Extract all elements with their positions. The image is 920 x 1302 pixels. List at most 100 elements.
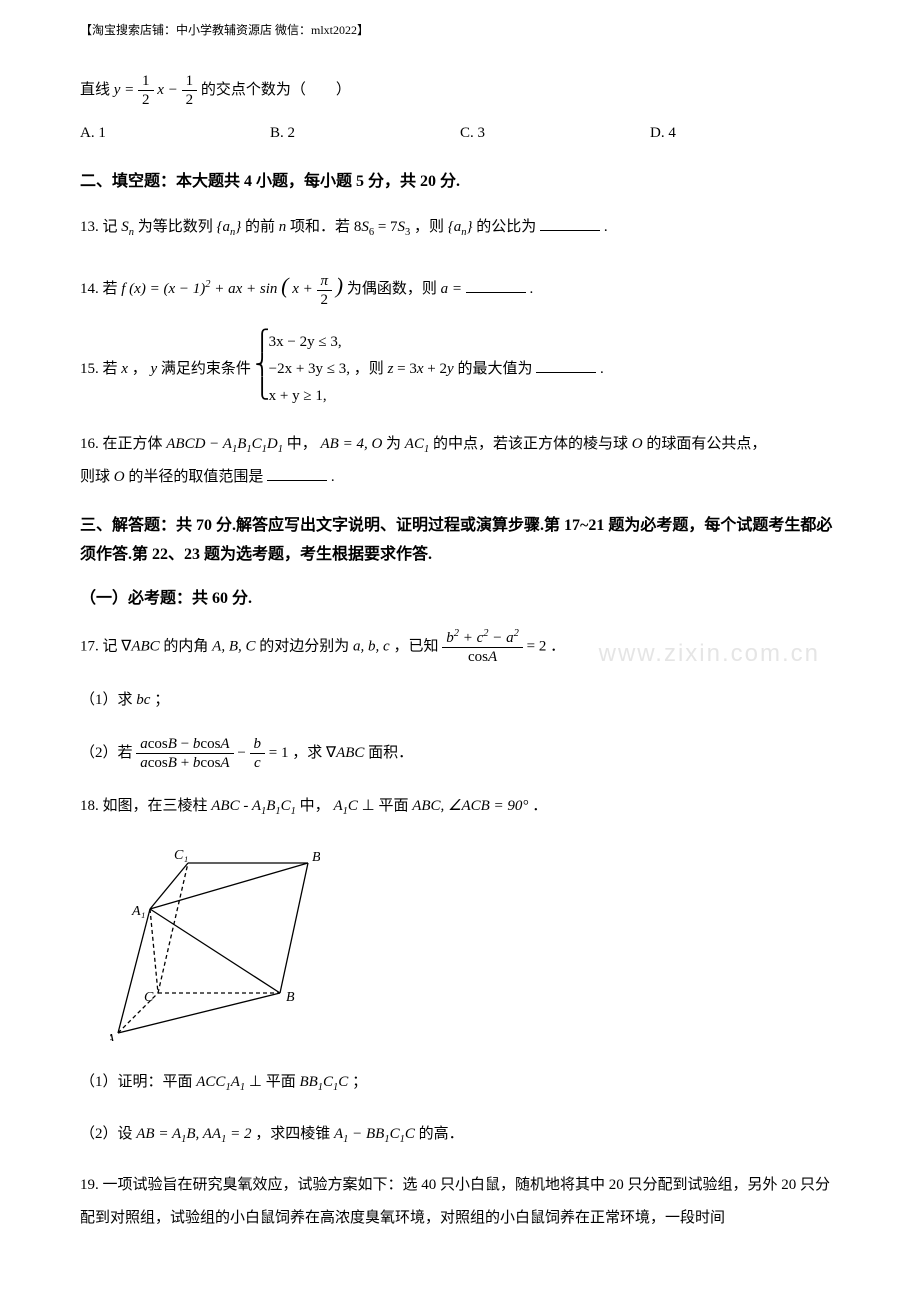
q13-n: n [279, 219, 287, 235]
q18-t3: ⊥ 平面 [362, 798, 413, 814]
q18-prism: ABC - A1B1C1 [211, 798, 296, 814]
q18-p1: （1）证明：平面 ACC1A1 ⊥ 平面 BB1C1C ； [80, 1066, 840, 1099]
q15-brace: 3x − 2y ≤ 3, −2x + 3y ≤ 3, x + y ≥ 1, [255, 329, 350, 410]
frac-num: b2 + c2 − a2 [442, 628, 523, 648]
q16-t1: 在正方体 [103, 436, 167, 452]
q16-ab4: AB = 4, O [321, 436, 383, 452]
q17-t4: ，已知 [393, 639, 438, 655]
q15-num: 15. [80, 361, 103, 377]
q17-p2l: （2）若 [80, 745, 136, 761]
q14-lparen: ( [281, 273, 288, 298]
svg-text:C₁: C₁ [174, 848, 188, 863]
svg-text:A₁: A₁ [131, 904, 145, 919]
q14-num: 14. [80, 281, 103, 297]
q17-p1: （1）求 bc ； [80, 684, 840, 717]
q18-a1c: A1C [333, 798, 357, 814]
q17-t5: ，求 [292, 745, 326, 761]
q17-tri: ∇ABC [121, 639, 159, 655]
q18-semi: ； [352, 1074, 367, 1090]
q13-t2: 为等比数列 [138, 219, 213, 235]
q13-t3: 的前 [245, 219, 279, 235]
q15-l2: −2x + 3y ≤ 3, [269, 356, 350, 383]
q17-tri2: ∇ABC [326, 745, 364, 761]
frac-den: cosA [442, 648, 523, 666]
q12-optC: C. 3 [460, 117, 650, 150]
q17-frac: b2 + c2 − a2 cosA [442, 628, 523, 666]
q13-sn: Sn [121, 219, 134, 235]
frac-den: c [250, 754, 266, 772]
q18-p: ． [532, 798, 547, 814]
q18-diagram: C₁B₁A₁CBA [110, 841, 840, 1051]
q18-p2e: 的高． [419, 1126, 464, 1142]
q15-x: x [121, 361, 128, 377]
section3-title: 三、解答题：共 70 分.解答应写出文字说明、证明过程或演算步骤.第 17~21… [80, 512, 840, 570]
q17-semi: ； [154, 692, 169, 708]
q14-a: a = [441, 281, 466, 297]
q13: 13. 记 Sn 为等比数列 {an} 的前 n 项和．若 8S6 = 7S3 … [80, 211, 840, 244]
q17-p1l: （1）求 [80, 692, 136, 708]
q17-num: 17. [80, 639, 103, 655]
q15: 15. 若 x ， y 满足约束条件 3x − 2y ≤ 3, −2x + 3y… [80, 329, 840, 410]
frac-den: 2 [317, 291, 333, 309]
q16-t2: 中， [287, 436, 317, 452]
svg-text:B₁: B₁ [312, 850, 320, 865]
frac-num: π [317, 272, 333, 291]
q14-xplus: x + [292, 281, 316, 297]
q18-p1l: （1）证明：平面 [80, 1074, 196, 1090]
q18-p2: （2）设 AB = A1B, AA1 = 2 ，求四棱锥 A1 − BB1C1C… [80, 1118, 840, 1151]
frac-num: 1 [182, 72, 198, 91]
q14-frac: π 2 [317, 272, 333, 309]
frac-num: b [250, 735, 266, 754]
q18-p1a: ACC1A1 [196, 1074, 245, 1090]
q16-t6: 则球 [80, 469, 114, 485]
q16-ac1: AC1 [405, 436, 429, 452]
q17-t6: 面积． [368, 745, 413, 761]
q17-t3: 的对边分别为 [259, 639, 353, 655]
frac-den: 2 [182, 91, 198, 109]
q15-blank [536, 358, 596, 373]
q14-rparen: ) [336, 273, 343, 298]
q14-t1: 若 [103, 281, 122, 297]
q12: 直线 y = 1 2 x − 1 2 的交点个数为（ ） A. 1 B. 2 C… [80, 72, 840, 150]
q16-p: . [331, 469, 335, 485]
frac-num: 1 [138, 72, 154, 91]
q13-t5: ，则 [414, 219, 444, 235]
q18-p2pyr: A1 − BB1C1C [334, 1126, 415, 1142]
q12-optA: A. 1 [80, 117, 270, 150]
q17-sides: a, b, c [353, 639, 390, 655]
q18-t1: 如图，在三棱柱 [103, 798, 212, 814]
q16-num: 16. [80, 436, 103, 452]
q12-eq: y = [114, 82, 138, 98]
q12-x: x − [157, 82, 181, 98]
q12-optD: D. 4 [650, 117, 840, 150]
q18-t2: 中， [300, 798, 330, 814]
q13-p: . [604, 219, 608, 235]
q15-t2: ， [132, 361, 147, 377]
q14-blank [466, 278, 526, 293]
header-note: 【淘宝搜索店铺：中小学教辅资源店 微信：mlxt2022】 [80, 20, 840, 42]
q17-t2: 的内角 [163, 639, 212, 655]
q12-stem-suf: 的交点个数为（ ） [201, 82, 351, 98]
q13-t4: 项和．若 [290, 219, 354, 235]
q17-bc: bc [136, 692, 150, 708]
q19-num: 19. [80, 1177, 103, 1193]
q17-frac2: acosB − bcosA acosB + bcosA [136, 735, 233, 772]
q14: 14. 若 f (x) = (x − 1)2 + ax + sin ( x + … [80, 262, 840, 310]
q14-t2: 为偶函数，则 [347, 281, 441, 297]
q14-fx: f (x) = (x − 1)2 + ax + sin [121, 281, 277, 297]
section3-subtitle: （一）必考题：共 60 分. [80, 585, 840, 614]
section2-title: 二、填空题：本大题共 4 小题，每小题 5 分，共 20 分. [80, 168, 840, 197]
q17-minus: − [237, 745, 249, 761]
frac-den: 2 [138, 91, 154, 109]
svg-text:B: B [286, 990, 295, 1005]
prism-svg: C₁B₁A₁CBA [110, 841, 320, 1041]
q12-options: A. 1 B. 2 C. 3 D. 4 [80, 117, 840, 150]
q13-an2: {an} [448, 219, 473, 235]
q13-num: 13. [80, 219, 103, 235]
q19: 19. 一项试验旨在研究臭氧效应，试验方案如下：选 40 只小白鼠，随机地将其中… [80, 1169, 840, 1235]
q16-blank [267, 466, 327, 481]
q13-t1: 记 [103, 219, 122, 235]
q18-p2l: （2）设 [80, 1126, 136, 1142]
q18-abc: ABC, ∠ACB = 90° [412, 798, 528, 814]
q15-z: z = 3x + 2y [388, 361, 454, 377]
